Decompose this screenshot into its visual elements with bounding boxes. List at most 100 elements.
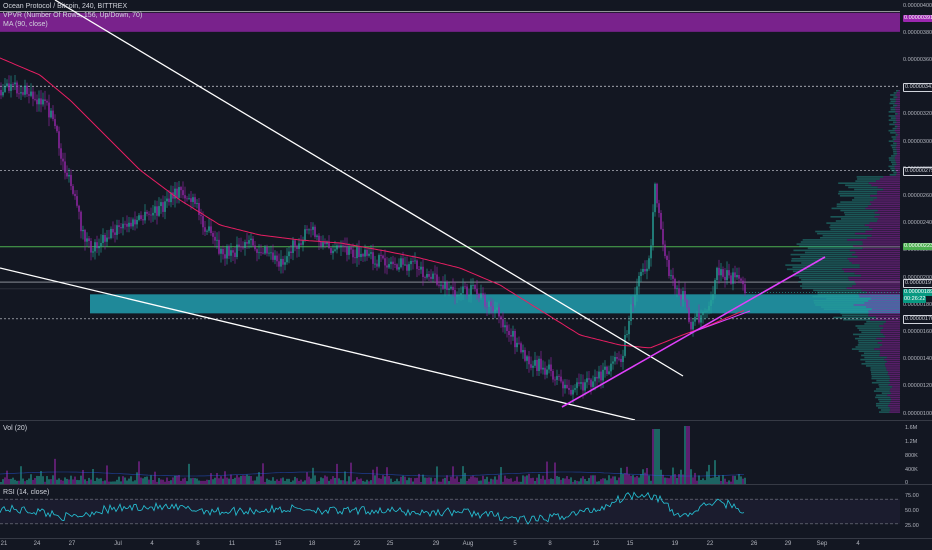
volume-chart-canvas[interactable] (0, 421, 932, 484)
candle-body (744, 284, 746, 294)
candle-body (670, 275, 672, 277)
volume-pane[interactable]: Vol (20) 1.6M 1.2M 800K 400K 0 (0, 421, 932, 486)
candle-body (680, 295, 682, 300)
vpvr-bar-down (890, 396, 900, 399)
volume-bar (738, 474, 740, 484)
rsi-pane[interactable]: RSI (14, close) 75.00 50.00 25.00 (0, 485, 932, 538)
candle-body (734, 272, 736, 278)
vpvr-bar-up (826, 297, 871, 300)
candle-body (128, 222, 130, 227)
ma-indicator-label[interactable]: MA (90, close) (3, 21, 48, 28)
vpvr-bar-up (804, 251, 856, 254)
candle-body (148, 213, 150, 215)
vpvr-bar-down (896, 144, 900, 147)
vpvr-bar-up (844, 213, 880, 216)
candle-body (586, 378, 588, 383)
pane-separator[interactable] (0, 484, 932, 485)
volume-bar (452, 466, 454, 484)
vpvr-bar-up (861, 354, 880, 357)
volume-bar (148, 479, 150, 484)
time-axis[interactable]: 21 24 27 Jul 4 8 11 15 18 22 25 29 Aug 5 8 12 15 19 22 26 29… (0, 539, 932, 550)
volume-bar (586, 481, 588, 484)
vpvr-bar-up (891, 155, 896, 157)
volume-bar (100, 478, 102, 484)
candle-body (34, 98, 36, 100)
volume-bar (36, 475, 38, 484)
vpvr-bar-up (890, 106, 895, 109)
vpvr-bar-down (876, 337, 900, 340)
candle-body (728, 270, 730, 276)
candle-body (104, 234, 106, 242)
candle-body (212, 233, 214, 237)
time-tick-label: 26 (750, 541, 758, 547)
vpvr-bar-down (895, 115, 900, 117)
candle-body (336, 245, 338, 250)
volume-bar (180, 480, 182, 484)
candle-body (170, 192, 172, 203)
candle-body (416, 260, 418, 269)
candle-body (582, 382, 584, 391)
vpvr-bar-up (889, 102, 895, 105)
vpvr-bar-down (883, 323, 900, 325)
vpvr-bar-up (888, 165, 895, 168)
pane-separator[interactable] (0, 420, 932, 421)
price-level-label: 0.00000170 (903, 315, 932, 325)
volume-legend[interactable]: Vol (20) (3, 425, 28, 432)
candle-body (714, 280, 716, 295)
volume-bar (112, 481, 114, 484)
main-price-pane[interactable]: Ocean Protocol / Bitcoin, 240, BITTREX V… (0, 0, 932, 420)
volume-bar (176, 475, 178, 484)
volume-bar (420, 481, 422, 484)
vpvr-bar-down (895, 161, 900, 163)
vpvr-bar-up (858, 350, 880, 352)
volume-bar (640, 474, 642, 484)
vpvr-bar-down (894, 106, 900, 109)
candle-body (464, 286, 466, 288)
vpvr-bar-down (890, 400, 900, 403)
volume-bar (630, 475, 632, 484)
candle-body (76, 196, 78, 206)
pane-separator[interactable] (0, 538, 932, 539)
candle-body (414, 260, 416, 262)
vpvr-bar-up (842, 314, 869, 317)
volume-bar (558, 476, 560, 484)
volume-bar (588, 477, 590, 484)
volume-bar (436, 466, 438, 484)
vpvr-bar-down (871, 308, 900, 310)
price-chart-canvas[interactable] (0, 0, 932, 420)
volume-bar (316, 481, 318, 484)
vpvr-bar-up (840, 209, 878, 212)
vpvr-bar-up (894, 125, 898, 128)
vpvr-bar-up (792, 274, 862, 277)
candle-body (120, 227, 122, 229)
volume-bar (568, 479, 570, 484)
volume-bar (308, 476, 310, 484)
volume-tick-label: 1.6M (905, 425, 918, 431)
vpvr-indicator-label[interactable]: VPVR (Number Of Rows, 156, Up/Down, 70) (3, 12, 143, 19)
volume-bar (600, 479, 602, 484)
candle-body (80, 211, 82, 232)
candle-body (202, 216, 204, 228)
candle-body (468, 295, 470, 297)
symbol-title[interactable]: Ocean Protocol / Bitcoin, 240, BITTREX (3, 3, 128, 10)
candle-body (130, 222, 132, 227)
candlesticks (0, 75, 746, 404)
vpvr-bar-down (895, 155, 900, 157)
vpvr-bar-down (897, 134, 900, 136)
vpvr-bar-up (840, 312, 869, 315)
vpvr-bar-down (889, 375, 900, 378)
volume-bar (214, 477, 216, 484)
volume-bar (86, 481, 88, 484)
volume-bar (140, 477, 142, 484)
candle-body (392, 261, 394, 265)
vpvr-bar-up (785, 264, 860, 266)
volume-bar (474, 477, 476, 484)
vpvr-bar-up (855, 325, 880, 327)
rsi-legend[interactable]: RSI (14, close) (3, 489, 50, 496)
vpvr-bar-down (877, 342, 900, 344)
vpvr-bar-up (888, 111, 896, 113)
candle-body (258, 252, 260, 254)
candle-body (290, 251, 292, 254)
candle-body (724, 276, 726, 281)
rsi-chart-canvas[interactable] (0, 485, 932, 538)
